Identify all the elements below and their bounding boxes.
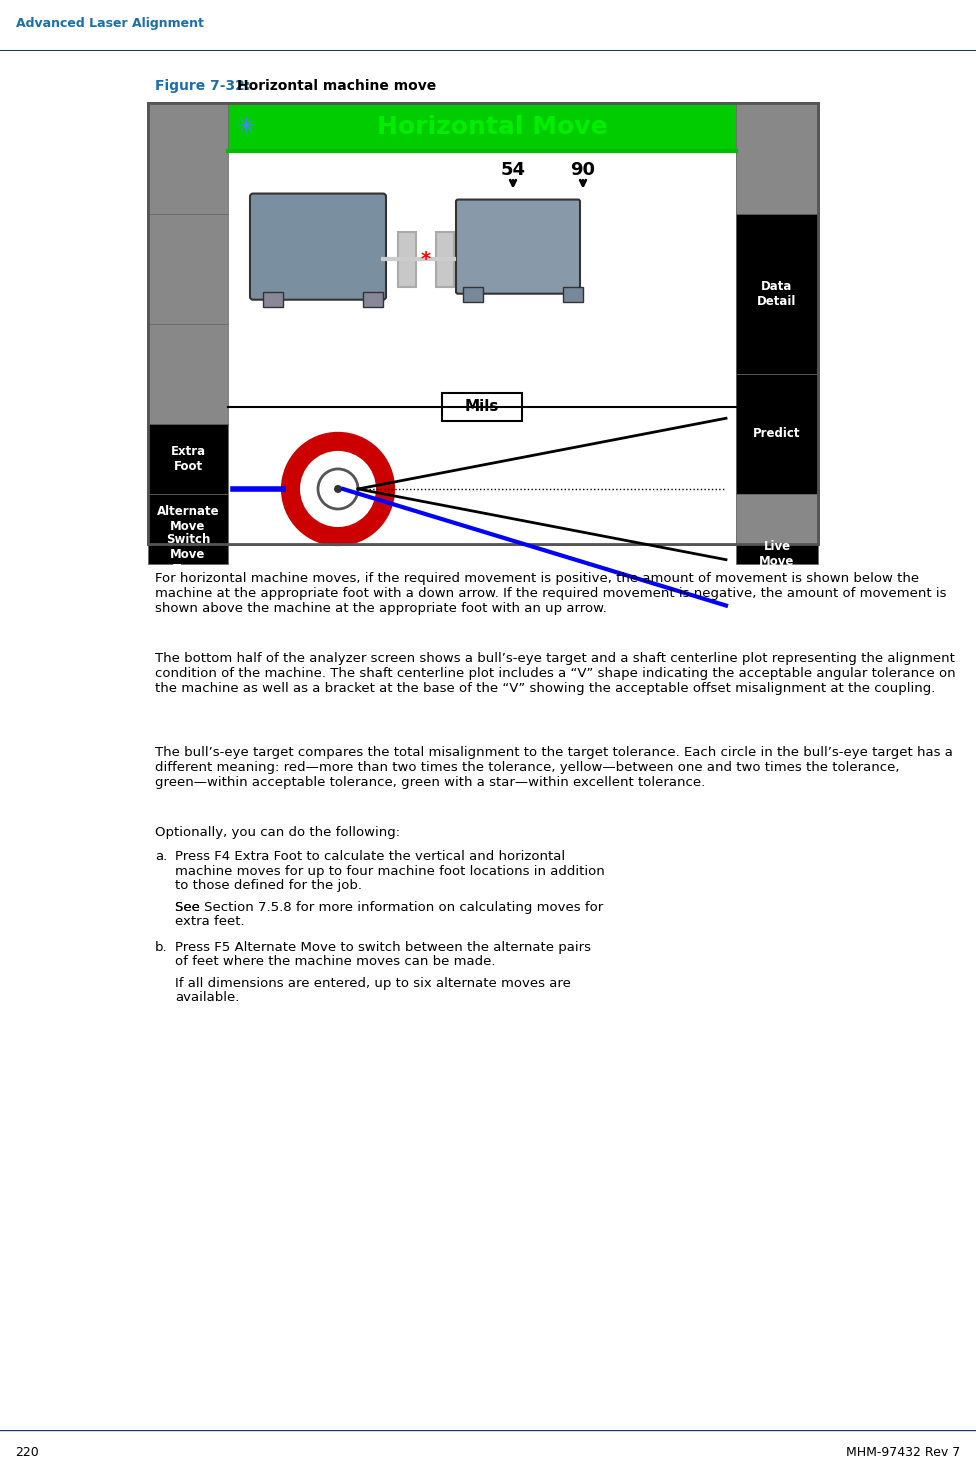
Text: The bull’s-eye target compares the total misalignment to the target tolerance. E: The bull’s-eye target compares the total… [155,747,953,789]
Bar [148,494,228,544]
Text: See: See [175,901,204,914]
Text: extra feet.: extra feet. [175,914,245,927]
Text: 54: 54 [501,160,525,179]
Text: Press F5 Alternate Move to switch between the alternate pairs: Press F5 Alternate Move to switch betwee… [175,940,591,954]
Text: Horizontal Move: Horizontal Move [377,116,607,139]
Text: The bottom half of the analyzer screen shows a bull’s-eye target and a shaft cen: The bottom half of the analyzer screen s… [155,653,956,695]
Text: Mils: Mils [465,399,499,414]
Text: ✳: ✳ [237,117,256,138]
Text: machine moves for up to four machine foot locations in addition: machine moves for up to four machine foo… [175,864,605,877]
Bar [736,214,818,374]
Bar [148,424,228,494]
Text: Live
Move: Live Move [759,540,794,568]
Text: a.: a. [155,851,167,864]
Text: See Section 7.5.8 for more information on calculating moves for: See Section 7.5.8 for more information o… [175,901,603,914]
Bar [363,292,383,307]
Circle shape [318,469,358,509]
Bar [736,544,818,565]
Text: Horizontal machine move: Horizontal machine move [237,79,436,94]
FancyBboxPatch shape [250,194,386,299]
Bar [736,374,818,494]
Circle shape [334,486,342,493]
Text: to those defined for the job.: to those defined for the job. [175,879,362,892]
Text: available.: available. [175,990,239,1003]
Bar [228,434,736,544]
Text: Advanced Laser Alignment: Advanced Laser Alignment [16,16,203,29]
Text: If all dimensions are entered, up to six alternate moves are: If all dimensions are entered, up to six… [175,977,571,990]
Bar [148,103,818,544]
Text: For horizontal machine moves, if the required movement is positive, the amount o: For horizontal machine moves, if the req… [155,572,947,615]
Bar [148,544,228,565]
Bar [228,381,736,434]
Bar [148,103,818,544]
Text: Figure 7-32:: Figure 7-32: [155,79,251,94]
Bar [228,151,736,381]
Bar [263,292,283,307]
Bar [736,494,818,544]
Circle shape [300,450,376,527]
Bar [148,103,228,214]
Text: Switch
Move
Type: Switch Move Type [166,533,210,575]
FancyBboxPatch shape [456,200,580,293]
Text: of feet where the machine moves can be made.: of feet where the machine moves can be m… [175,955,496,968]
Bar [228,103,736,151]
Text: Press F4 Extra Foot to calculate the vertical and horizontal: Press F4 Extra Foot to calculate the ver… [175,851,565,864]
Text: Extra
Foot: Extra Foot [171,445,206,472]
Circle shape [283,434,393,544]
Text: Data
Detail: Data Detail [757,280,796,308]
Bar [563,286,583,302]
Text: 90: 90 [571,160,595,179]
Text: b.: b. [155,940,168,954]
Text: MHM-97432 Rev 7: MHM-97432 Rev 7 [846,1446,960,1458]
Bar [736,103,818,214]
Text: Optionally, you can do the following:: Optionally, you can do the following: [155,826,400,839]
Text: *: * [421,251,431,268]
Text: 220: 220 [16,1446,39,1458]
Bar [463,286,483,302]
Bar [436,232,454,286]
Bar [442,393,522,421]
Text: Predict: Predict [753,427,800,440]
Bar [148,214,228,324]
Text: Alternate
Move: Alternate Move [157,505,220,533]
Bar [398,232,416,286]
Bar [148,324,228,424]
